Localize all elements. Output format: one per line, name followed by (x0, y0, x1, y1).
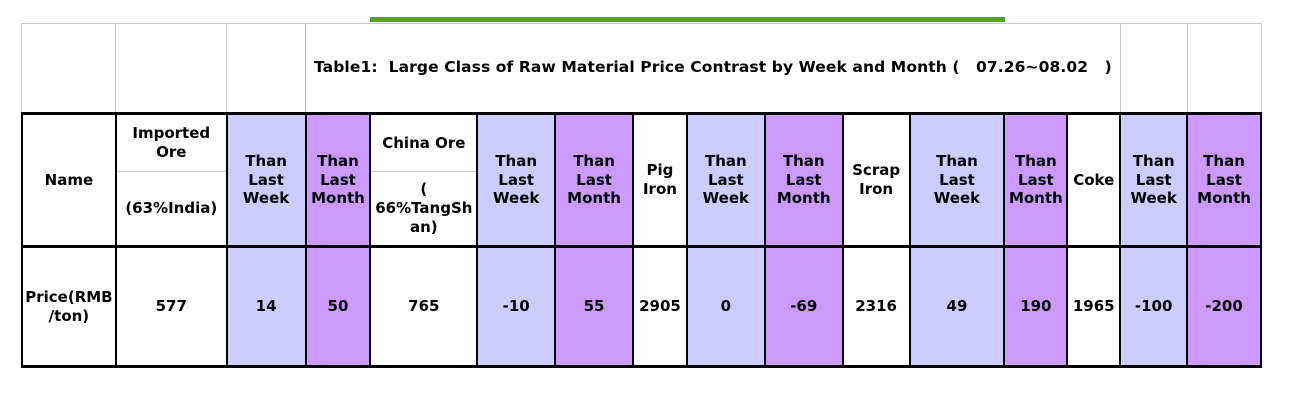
header-china-ore-sub: ( 66%TangSh an) (375, 180, 473, 236)
header-than-last-month-1: Than Last Month (306, 115, 372, 245)
header-than-last-month-2: Than Last Month (556, 115, 634, 245)
value-pig-iron-price: 2905 (634, 248, 688, 365)
header-name: Name (23, 115, 117, 245)
value-imported-ore-price: 577 (117, 248, 228, 365)
green-underline-bar (370, 17, 1005, 22)
title-row-empty-cell (227, 24, 306, 112)
header-than-last-week-3: Than Last Week (687, 115, 766, 245)
value-coke-price: 1965 (1068, 248, 1122, 365)
title-row-empty-cell (22, 24, 116, 112)
value-pig-iron-week: 0 (687, 248, 766, 365)
value-coke-month: -200 (1188, 248, 1262, 365)
value-china-ore-month: 55 (556, 248, 634, 365)
value-pig-iron-month: -69 (765, 248, 844, 365)
header-china-ore-label: China Ore (371, 115, 477, 172)
header-than-last-month-5: Than Last Month (1188, 115, 1262, 245)
title-row-empty-cell (1188, 24, 1262, 112)
header-imported-ore-sub: (63%India) (125, 199, 218, 218)
header-than-last-month-3: Than Last Month (765, 115, 844, 245)
header-row: Name Imported Ore (63%India) Than Last W… (21, 112, 1262, 248)
header-than-last-month-4: Than Last Month (1005, 115, 1069, 245)
header-scrap-iron: Scrap Iron (844, 115, 911, 245)
value-scrap-iron-month: 190 (1005, 248, 1069, 365)
header-than-last-week-1: Than Last Week (227, 115, 307, 245)
header-than-last-week-2: Than Last Week (478, 115, 557, 245)
price-row: Price(RMB /ton) 577 14 50 765 -10 55 290… (21, 248, 1262, 368)
header-imported-ore: Imported Ore (63%India) (116, 115, 228, 245)
price-contrast-table: Table1: Large Class of Raw Material Pric… (21, 23, 1262, 368)
value-china-ore-week: -10 (478, 248, 557, 365)
header-pig-iron: Pig Iron (634, 115, 688, 245)
value-scrap-iron-week: 49 (910, 248, 1006, 365)
header-coke: Coke (1068, 115, 1122, 245)
header-imported-ore-label: Imported Ore (116, 115, 226, 172)
value-coke-week: -100 (1121, 248, 1189, 365)
price-row-label: Price(RMB /ton) (23, 248, 117, 365)
title-row-empty-cell (1121, 24, 1189, 112)
value-imported-ore-week: 14 (227, 248, 307, 365)
header-than-last-week-4: Than Last Week (910, 115, 1006, 245)
value-imported-ore-month: 50 (306, 248, 372, 365)
value-china-ore-price: 765 (371, 248, 479, 365)
header-china-ore: China Ore ( 66%TangSh an) (371, 115, 479, 245)
table-title: Table1: Large Class of Raw Material Pric… (306, 24, 1122, 112)
value-scrap-iron-price: 2316 (844, 248, 911, 365)
title-row-empty-cell (116, 24, 227, 112)
header-than-last-week-5: Than Last Week (1121, 115, 1189, 245)
title-row: Table1: Large Class of Raw Material Pric… (21, 23, 1262, 112)
